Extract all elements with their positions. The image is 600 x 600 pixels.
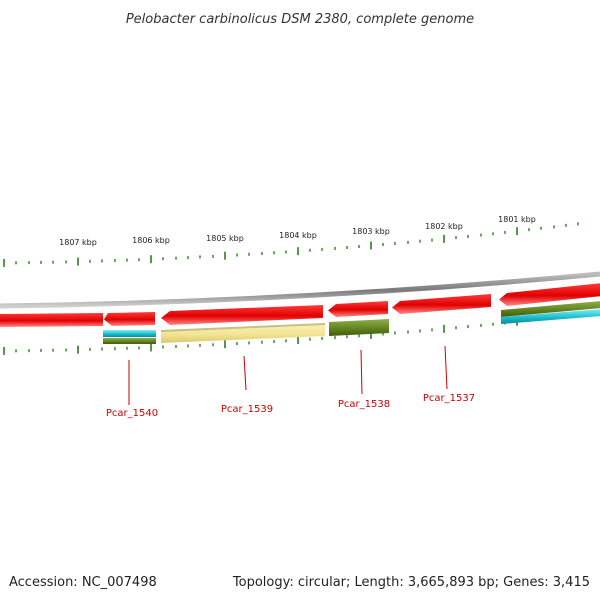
kbp-label: 1801 kbp xyxy=(498,215,536,224)
kbp-label: 1805 kbp xyxy=(206,234,244,243)
cog-bar-khaki-edge xyxy=(161,323,325,332)
gene-labels: Pcar_1540 Pcar_1539 Pcar_1538 Pcar_1537 xyxy=(106,345,475,419)
kbp-label: 1804 kbp xyxy=(279,231,317,240)
accession-text: Accession: NC_007498 xyxy=(9,575,157,590)
cog-bar-cyan xyxy=(103,330,156,337)
gene-label-pcar-1538[interactable]: Pcar_1538 xyxy=(338,399,390,410)
kbp-label: 1802 kbp xyxy=(425,222,463,231)
kbp-label: 1807 kbp xyxy=(59,238,97,247)
cog-bar-khaki xyxy=(161,323,325,343)
cds-track xyxy=(0,283,600,327)
cds-arrow-pcar-1538[interactable] xyxy=(328,301,388,317)
cog-bar-olive xyxy=(103,338,156,344)
genome-summary-text: Topology: circular; Length: 3,665,893 bp… xyxy=(232,575,590,590)
leader-line xyxy=(243,355,247,391)
cds-arrow-pcar-1540[interactable] xyxy=(104,312,155,326)
gene-label-pcar-1539[interactable]: Pcar_1539 xyxy=(221,404,273,415)
cog-track xyxy=(103,301,600,344)
gene-label-pcar-1540[interactable]: Pcar_1540 xyxy=(106,408,158,419)
genome-backbone xyxy=(0,271,600,309)
leader-line xyxy=(444,345,448,390)
cds-arrow[interactable] xyxy=(499,283,600,306)
cog-bar-olive xyxy=(501,301,600,317)
map-title: Pelobacter carbinolicus DSM 2380, comple… xyxy=(126,12,474,27)
gene-label-pcar-1537[interactable]: Pcar_1537 xyxy=(423,393,475,404)
cds-arrow[interactable] xyxy=(0,313,103,327)
leader-line xyxy=(360,349,363,395)
cds-arrow-pcar-1537[interactable] xyxy=(392,294,491,314)
cog-bar-olive xyxy=(329,319,389,336)
cds-arrow-pcar-1539[interactable] xyxy=(161,305,323,325)
kbp-label: 1806 kbp xyxy=(132,236,170,245)
kbp-label: 1803 kbp xyxy=(352,227,390,236)
cog-bar-cyan xyxy=(501,309,600,324)
kbp-ruler: 1807 kbp 1806 kbp 1805 kbp 1804 kbp 1803… xyxy=(3,215,579,355)
